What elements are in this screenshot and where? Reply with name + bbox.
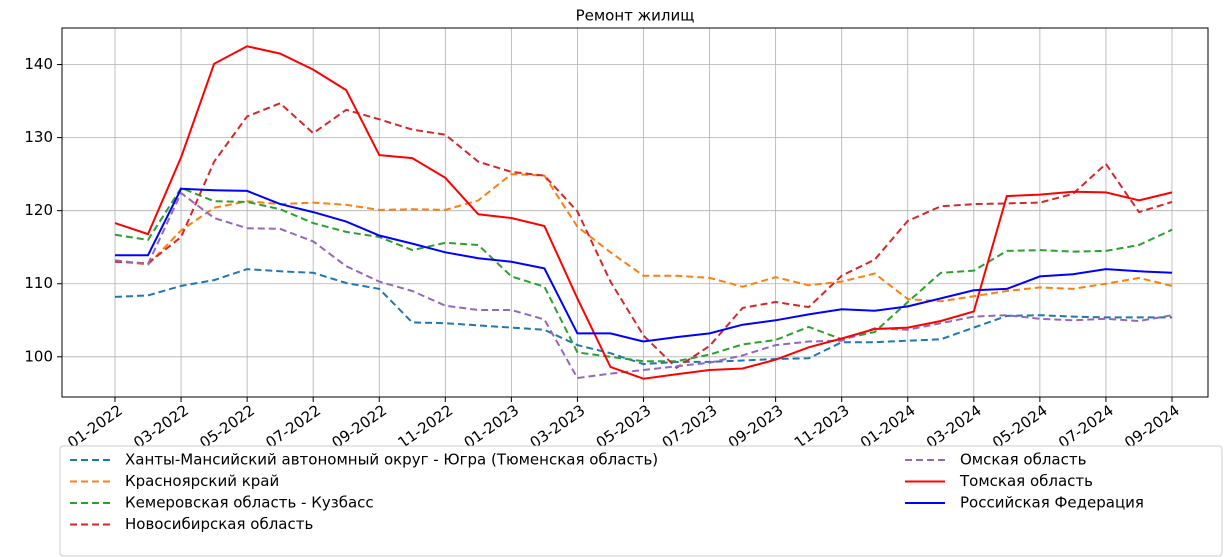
series-line <box>114 173 1173 303</box>
legend-label: Ханты-Мансийский автономный округ - Югра… <box>125 451 658 469</box>
chart-title: Ремонт жилищ <box>576 7 695 25</box>
y-tick-label: 120 <box>24 201 53 219</box>
legend-box <box>59 445 1223 557</box>
x-tick-label: 09-2024 <box>1121 401 1183 452</box>
x-tick-label: 03-2022 <box>130 401 192 452</box>
x-tick-label: 05-2022 <box>196 401 258 452</box>
legend-label: Томская область <box>959 472 1093 490</box>
x-tick-label: 03-2024 <box>923 401 985 452</box>
y-tick-label: 100 <box>24 347 53 365</box>
x-tick-label: 09-2023 <box>725 401 787 452</box>
x-tick-label: 11-2022 <box>395 401 457 452</box>
y-tick-label: 140 <box>24 55 53 73</box>
x-tick-label: 05-2024 <box>989 401 1051 452</box>
x-tick-label: 03-2023 <box>527 401 589 452</box>
x-tick-label: 01-2023 <box>461 401 523 452</box>
x-tick-label: 07-2024 <box>1055 401 1117 452</box>
x-tick-label: 07-2023 <box>659 401 721 452</box>
y-tick-label: 130 <box>24 128 53 146</box>
series-line <box>114 268 1172 366</box>
x-tick-label: 01-2024 <box>857 401 919 452</box>
legend-label: Новосибирская область <box>125 515 313 533</box>
y-tick-label: 110 <box>24 274 53 292</box>
series-line <box>114 45 1173 380</box>
series-line <box>114 102 1173 370</box>
legend-label: Кемеровская область - Кузбасс <box>125 494 374 512</box>
legend-label: Российская Федерация <box>960 494 1144 512</box>
series-line <box>114 191 1173 380</box>
plot-frame <box>61 27 1209 398</box>
x-tick-label: 09-2022 <box>328 401 390 452</box>
series-line <box>115 187 1173 343</box>
legend-label: Красноярский край <box>125 472 279 490</box>
legend-label: Омская область <box>960 451 1086 469</box>
series-line <box>114 186 1173 363</box>
x-tick-label: 07-2022 <box>262 401 324 452</box>
x-tick-label: 05-2023 <box>593 401 655 452</box>
x-tick-label: 01-2022 <box>64 401 126 452</box>
x-tick-label: 11-2023 <box>791 401 853 452</box>
